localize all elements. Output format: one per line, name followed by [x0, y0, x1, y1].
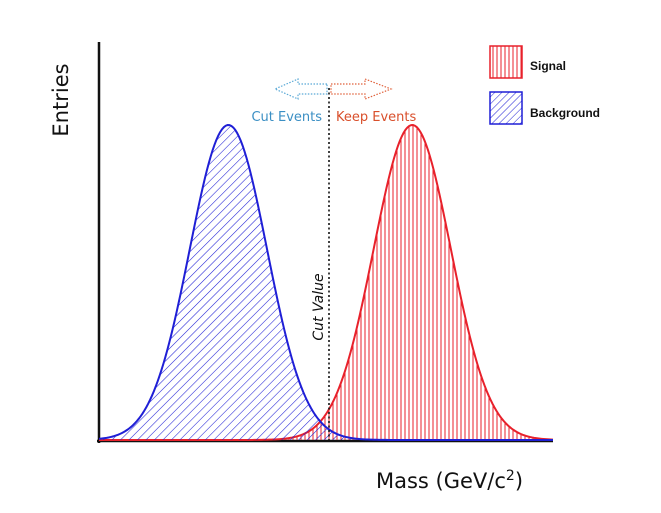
keep-events-arrow — [330, 78, 393, 100]
distribution-curves — [98, 124, 554, 441]
series-fill-background — [99, 125, 553, 440]
keep-events-label: Keep Events — [336, 110, 416, 125]
x-axis-title-end: ) — [515, 469, 523, 493]
cut-events-label: Cut Events — [251, 110, 322, 125]
cut-value-label: Cut Value — [311, 273, 327, 340]
series-fill-signal — [99, 125, 553, 440]
legend-label-background: Background — [530, 106, 600, 120]
x-axis-title-main: Mass (GeV/c — [376, 469, 506, 493]
legend: Signal Background — [489, 45, 600, 125]
y-axis-title: Entries — [49, 63, 73, 136]
x-axis-title: Mass (GeV/c2) — [376, 468, 523, 493]
legend-swatch-signal — [489, 45, 523, 79]
x-axis-title-sup: 2 — [506, 468, 515, 484]
series-line-background — [98, 124, 553, 441]
cut-events-arrow — [273, 78, 328, 100]
legend-swatch-background — [489, 91, 523, 125]
legend-label-signal: Signal — [530, 59, 566, 73]
